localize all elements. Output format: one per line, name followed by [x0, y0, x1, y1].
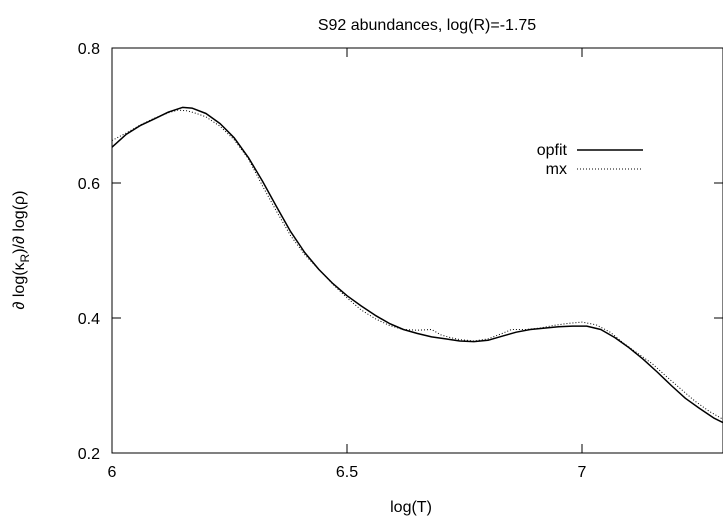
x-axis-label: log(T) [390, 499, 432, 516]
y-tick-label: 0.4 [78, 311, 100, 328]
legend: opfit mx [537, 142, 643, 178]
y-axis-label-subscript: R [18, 253, 32, 262]
legend-label-opfit: opfit [537, 142, 568, 159]
series-line-opfit [111, 106, 723, 424]
y-tick-label: 0.2 [78, 446, 100, 463]
y-tick-label: 0.6 [78, 176, 100, 193]
x-tick-label: 6 [108, 464, 117, 481]
y-tick-label: 0.8 [78, 41, 100, 58]
chart-title: S92 abundances, log(R)=-1.75 [318, 17, 536, 34]
series-line-mx [111, 109, 723, 420]
x-tick-label: 6.5 [336, 464, 358, 481]
axes: 6 6.5 7 0.2 0.4 0.6 0.8 [78, 41, 723, 481]
y-axis-label-tail: )/∂ log(ρ) [11, 191, 28, 254]
y-axis-label-main: ∂ log(κ [11, 261, 28, 309]
x-tick-label: 7 [578, 464, 587, 481]
plot-frame [111, 47, 723, 454]
legend-label-mx: mx [546, 161, 567, 178]
y-axis-label: ∂ log(κR)/∂ log(ρ) [11, 191, 32, 310]
series-layer [111, 106, 723, 424]
